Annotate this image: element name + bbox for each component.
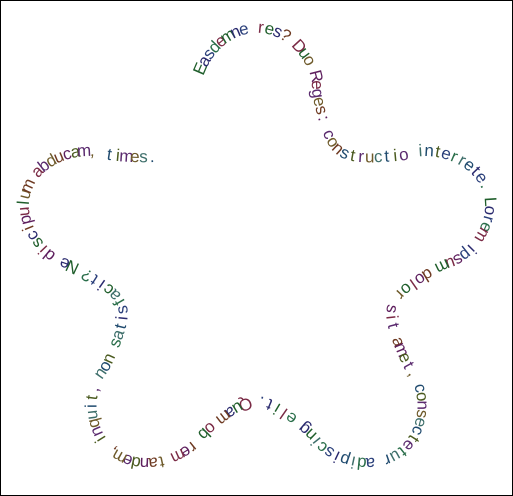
path-glyph: r [479, 214, 499, 225]
path-glyph: e [237, 19, 251, 40]
path-glyph: i [331, 447, 343, 466]
path-glyph: g [308, 87, 328, 99]
path-glyph: a [365, 454, 376, 473]
path-glyph: p [15, 213, 36, 227]
path-glyph: r [381, 450, 393, 470]
path-glyph: i [418, 141, 423, 160]
path-glyph: a [147, 453, 159, 473]
path-glyph: s [112, 304, 132, 316]
path-glyph: n [413, 400, 432, 409]
path-glyph: t [82, 394, 101, 401]
path-glyph: , [83, 384, 103, 393]
path-glyph: . [258, 392, 265, 411]
path-glyph: i [349, 452, 357, 471]
path-glyph: n [424, 141, 435, 161]
path-glyph: t [384, 321, 404, 331]
path-glyph: t [263, 395, 275, 414]
path-glyph: u [14, 206, 34, 217]
path-glyph: t [349, 146, 357, 166]
path-glyph: s [412, 408, 432, 419]
path-glyph: a [69, 142, 82, 162]
path-glyph: q [83, 416, 104, 430]
path-glyph: o [397, 144, 410, 164]
path-glyph: t [106, 145, 114, 165]
path-glyph: n [139, 454, 149, 473]
path-glyph: r [257, 18, 265, 37]
path-glyph: m [119, 146, 134, 166]
path-glyph: i [19, 223, 38, 234]
path-glyph: e [308, 80, 327, 90]
path-glyph: l [14, 200, 33, 205]
path-glyph: d [129, 452, 142, 472]
path-glyph: t [111, 322, 131, 331]
path-glyph: r [358, 147, 365, 166]
path-glyph: s [382, 303, 402, 314]
path-glyph: d [356, 453, 367, 473]
path-glyph: e [309, 95, 330, 108]
path-glyph: s [139, 147, 148, 166]
path-glyph: e [263, 18, 277, 39]
path-glyph: , [89, 141, 96, 160]
path-glyph: t [157, 452, 166, 472]
path-glyph: e [410, 415, 431, 429]
path-glyph: u [14, 187, 35, 201]
path-glyph: m [76, 141, 91, 161]
path-glyph: i [82, 404, 101, 408]
path-glyph: : [314, 113, 334, 123]
path-glyph: t [384, 147, 390, 166]
path-glyph: t [434, 142, 442, 162]
path-glyph: u [82, 409, 102, 421]
path-glyph: i [392, 146, 398, 165]
path-glyph: . [149, 147, 155, 166]
path-glyph: m [390, 339, 413, 359]
path-glyph: o [412, 391, 432, 403]
path-glyph: o [480, 205, 500, 216]
path-glyph: i [115, 146, 121, 165]
path-glyph: i [112, 315, 131, 321]
path-glyph: c [374, 147, 384, 166]
path-glyph: R [306, 68, 327, 85]
path-glyph: i [382, 314, 401, 320]
path-glyph: L [481, 196, 501, 207]
path-glyph: e [130, 147, 140, 166]
path-glyph: u [365, 147, 374, 166]
